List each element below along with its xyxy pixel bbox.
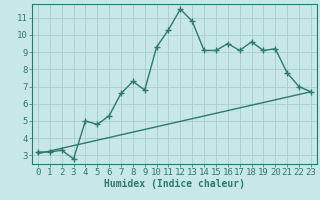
X-axis label: Humidex (Indice chaleur): Humidex (Indice chaleur) bbox=[104, 179, 245, 189]
